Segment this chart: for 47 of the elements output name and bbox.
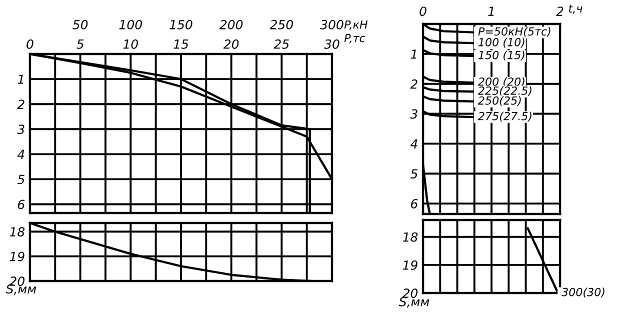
x2-tick-label: 5 bbox=[76, 40, 84, 49]
y-tick-label: 5 bbox=[17, 174, 24, 184]
y-axis-title: S,мм bbox=[6, 284, 36, 295]
series-label: 200 (20) bbox=[478, 77, 524, 88]
x-tick-label: 150 bbox=[170, 20, 192, 30]
series-label: 150 (15) bbox=[478, 50, 524, 61]
x2-tick-label: 10 bbox=[123, 39, 138, 49]
y-tick-label: 18 bbox=[10, 227, 25, 237]
series-label: 100 (10) bbox=[478, 38, 524, 48]
x-tick-label: 100 bbox=[119, 20, 142, 30]
y-tick-label: 3 bbox=[410, 109, 418, 119]
x-tick-label: 200 bbox=[219, 20, 243, 30]
x-tick-label: 300 bbox=[320, 20, 344, 30]
x-tick-label: 2 bbox=[556, 6, 564, 16]
y-tick-label: 5 bbox=[410, 169, 418, 179]
x2-tick-label: 25 bbox=[274, 39, 289, 49]
y-tick-label: 4 bbox=[17, 150, 24, 159]
x-axis-title: P,кН bbox=[344, 20, 368, 30]
y-tick-label: 18 bbox=[402, 232, 418, 242]
x-tick-label: 1 bbox=[488, 6, 494, 16]
x2-tick-label: 0 bbox=[26, 39, 34, 49]
y-tick-label: 2 bbox=[410, 79, 418, 89]
x-tick-label: 250 bbox=[270, 20, 293, 30]
x2-tick-label: 15 bbox=[174, 40, 188, 49]
y-tick-label: 19 bbox=[402, 260, 418, 270]
y-axis-title: S,мм bbox=[398, 296, 430, 308]
series-label: 275(27.5) bbox=[478, 112, 532, 122]
y-tick-label: 3 bbox=[17, 124, 24, 134]
x2-axis-title: P,тс bbox=[344, 34, 366, 44]
y-tick-label: 6 bbox=[410, 199, 418, 208]
y-tick-label: 20 bbox=[402, 288, 418, 298]
y-tick-label: 19 bbox=[10, 252, 24, 262]
y-tick-label: 6 bbox=[18, 200, 25, 210]
y-tick-label: 20 bbox=[9, 276, 24, 286]
x2-tick-label: 30 bbox=[324, 39, 340, 49]
x-axis-title: t,ч bbox=[568, 4, 582, 14]
x-tick-label: 0 bbox=[420, 6, 426, 16]
x2-tick-label: 20 bbox=[223, 39, 239, 49]
x-tick-label: 50 bbox=[72, 20, 88, 30]
y-tick-label: 1 bbox=[18, 74, 24, 84]
series-label: 225(22.5) bbox=[478, 86, 532, 96]
y-tick-label: 2 bbox=[17, 100, 24, 109]
y-tick-label: 1 bbox=[410, 50, 416, 59]
series-label: 250(25) bbox=[478, 96, 521, 106]
series-label: P=50кН(5тс) bbox=[478, 27, 550, 37]
series-label: 300(30) bbox=[562, 288, 604, 298]
y-tick-label: 4 bbox=[410, 139, 418, 148]
